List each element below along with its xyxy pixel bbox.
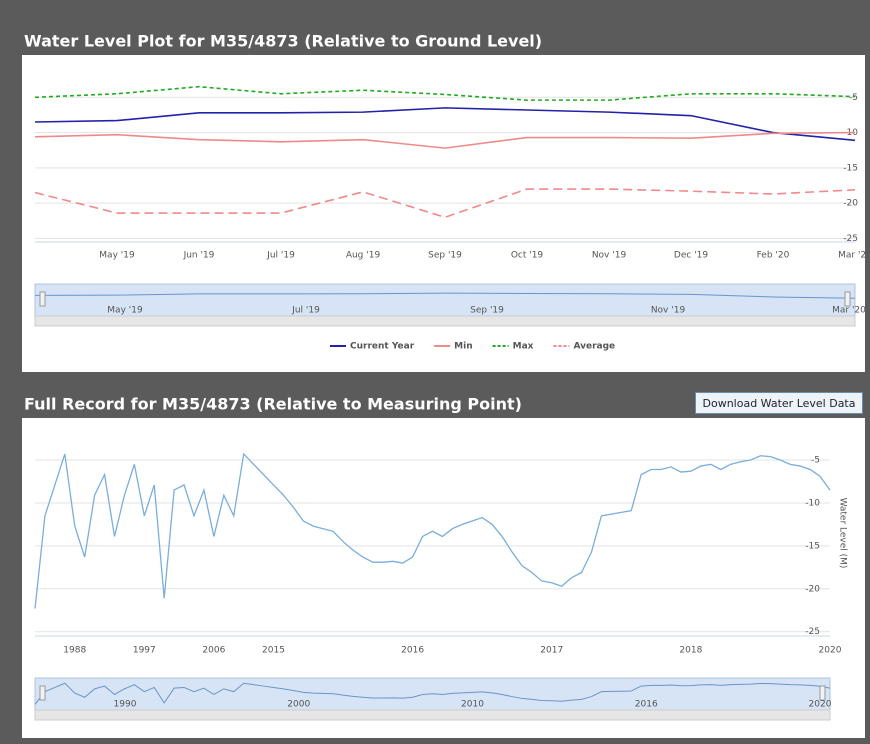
navigator-label: 1990 [114,700,137,710]
y-axis-label: Water Level (M) [838,498,848,569]
y-tick-label: -15 [805,541,820,551]
legend-label: Current Year [350,342,415,352]
x-tick-label: 2016 [401,646,424,656]
x-tick-label: May '19 [99,251,135,261]
navigator-line [34,292,856,299]
y-tick-label: -5 [849,93,858,103]
x-tick-label: Mar '20 [838,251,870,261]
x-tick-label: 2020 [819,646,842,656]
scrollbar [34,315,856,327]
x-tick-label: 2015 [262,646,285,656]
x-tick-label: 1997 [133,646,156,656]
y-tick-label: -20 [843,199,858,209]
x-tick-label: Dec '19 [674,251,708,261]
navigator-label: May '19 [107,306,143,316]
y-tick-label: -25 [805,627,820,637]
series-line [34,85,856,101]
series-line [34,452,831,609]
handle [39,685,46,701]
x-tick-label: 2017 [540,646,563,656]
x-tick-label: 2006 [202,646,225,656]
x-tick-label: Jul '19 [266,251,295,261]
scrollbar [34,709,831,721]
legend-label: Average [573,342,615,352]
legend-label: Min [454,342,472,352]
navigator-label: Jul '19 [291,306,320,316]
navigator-line [34,682,831,705]
navigator-label: Mar '20 [832,306,866,316]
handle [819,685,826,701]
x-tick-label: Feb '20 [757,251,790,261]
y-tick-label: -20 [805,584,820,594]
series-line [34,131,856,149]
handle [39,291,46,307]
x-tick-label: Oct '19 [511,251,544,261]
navigator [34,283,856,317]
navigator-label: 2016 [635,700,658,710]
y-tick-label: -15 [843,163,858,173]
navigator-label: 2000 [287,700,310,710]
x-tick-label: 1988 [63,646,86,656]
y-tick-label: -10 [805,498,820,508]
legend-label: Max [513,342,534,352]
x-tick-label: Jun '19 [183,251,215,261]
navigator-label: Sep '19 [470,306,504,316]
navigator-label: Nov '19 [651,306,686,316]
y-tick-label: -25 [843,234,858,244]
chart-title: Water Level Plot for M35/4873 (Relative … [24,32,542,51]
navigator-label: 2010 [461,700,484,710]
download-button[interactable]: Download Water Level Data [695,392,863,414]
series-line [34,107,856,142]
y-tick-label: -5 [811,456,820,466]
navigator-label: 2020 [809,700,832,710]
x-tick-label: Aug '19 [346,251,381,261]
handle [844,291,851,307]
x-tick-label: Sep '19 [428,251,462,261]
x-tick-label: 2018 [679,646,702,656]
x-tick-label: Nov '19 [592,251,627,261]
chart-title: Full Record for M35/4873 (Relative to Me… [24,395,522,414]
